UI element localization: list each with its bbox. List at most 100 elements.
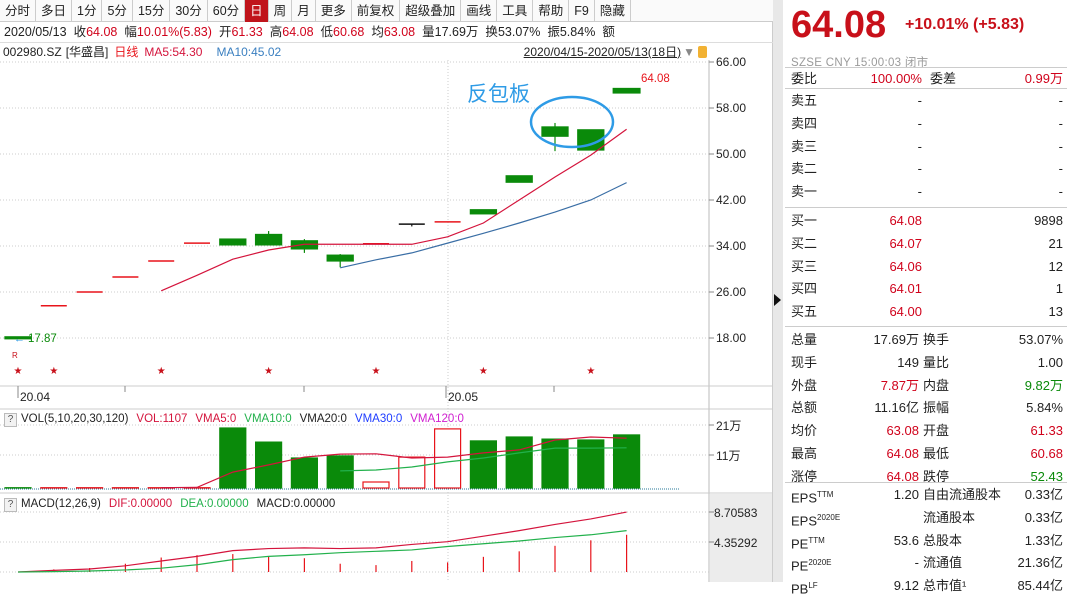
y-tick-label: 4.35292 xyxy=(714,536,758,550)
fund-label: 流通值 xyxy=(923,552,962,575)
fund-label: 总市值¹ xyxy=(923,575,966,598)
volume-bar xyxy=(506,437,532,488)
stat-value: 9.82万 xyxy=(1025,375,1063,398)
order-price: 64.00 xyxy=(889,301,922,324)
help-icon[interactable]: ? xyxy=(4,413,17,427)
candle-body xyxy=(220,239,246,245)
rights-marker-icon: R xyxy=(12,351,18,360)
fund-label-main: EPS xyxy=(791,513,817,528)
panel-splitter[interactable] xyxy=(773,0,783,582)
stat-value: 149 xyxy=(897,352,919,375)
event-star-icon: ★ xyxy=(372,366,381,377)
stat-value: 60.68 xyxy=(1030,443,1063,466)
stat-value: 5.84% xyxy=(1026,397,1063,420)
help-icon[interactable]: ? xyxy=(4,498,17,512)
level-label: 买五 xyxy=(791,301,817,324)
order-row: 卖四-- xyxy=(785,113,1067,136)
volume-bar xyxy=(435,429,461,488)
fund-value: 0.33亿 xyxy=(1025,484,1063,507)
event-star-icon: ★ xyxy=(479,366,488,377)
fund-value: 1.20 xyxy=(894,484,919,507)
volume-legend: ? VOL(5,10,20,30,120) VOL:1107 VMA5:0 VMA10:… xyxy=(4,411,464,427)
level-label: 买一 xyxy=(791,210,817,233)
order-price: 64.07 xyxy=(889,233,922,256)
sell-orders: 卖五--卖四--卖三--卖二--卖一-- xyxy=(785,88,1067,204)
order-price: 64.06 xyxy=(889,256,922,279)
level-label: 卖二 xyxy=(791,158,817,181)
fund-label: 总股本 xyxy=(923,530,962,553)
order-row: 卖五-- xyxy=(785,90,1067,113)
fund-value: 21.36亿 xyxy=(1017,552,1063,575)
stat-label: 总额 xyxy=(791,397,817,420)
order-price: - xyxy=(918,136,922,159)
collapse-arrow-icon[interactable] xyxy=(774,294,781,306)
order-price: 64.01 xyxy=(889,278,922,301)
legend-item: VOL:1107 xyxy=(136,413,187,425)
level-label: 买二 xyxy=(791,233,817,256)
event-star-icon: ★ xyxy=(264,366,273,377)
kline-chart[interactable]: 66.0058.0050.0042.0034.0026.0018.0020.04… xyxy=(0,0,773,582)
stat-value: 53.07% xyxy=(1019,329,1063,352)
stat-label: 总量 xyxy=(791,329,817,352)
low-price-label: 17.87 xyxy=(28,333,57,345)
order-volume: - xyxy=(1059,181,1063,204)
fund-label: PBLF xyxy=(791,575,818,601)
legend-item: VMA5:0 xyxy=(195,413,236,425)
fund-label-main: PE xyxy=(791,536,808,551)
fund-value: 1.33亿 xyxy=(1025,530,1063,553)
y-tick-label: 58.00 xyxy=(716,101,746,115)
high-price-label: 64.08 xyxy=(641,73,670,85)
order-volume: 13 xyxy=(1049,301,1063,324)
y-tick-label: 34.00 xyxy=(716,239,746,253)
volume-bar xyxy=(220,428,246,488)
fund-label-sup: LF xyxy=(808,581,817,590)
candle-body xyxy=(506,176,532,182)
order-volume: 1 xyxy=(1056,278,1063,301)
fund-value: 53.6 xyxy=(894,530,919,553)
y-tick-label: 8.70583 xyxy=(714,506,758,520)
price-change: +10.01% (+5.83) xyxy=(905,16,1024,34)
dif-line xyxy=(18,512,627,572)
order-price: - xyxy=(918,158,922,181)
order-row: 买五 64.00 13 xyxy=(785,301,1067,324)
fund-label: 自由流通股本 xyxy=(923,484,1001,507)
fund-label-sup: TTM xyxy=(808,536,824,545)
event-star-icon: ★ xyxy=(586,366,595,377)
level-label: 买三 xyxy=(791,256,817,279)
level-label: 买四 xyxy=(791,278,817,301)
legend-item: VMA20:0 xyxy=(300,413,347,425)
annotation-text: 反包板 xyxy=(467,78,530,108)
order-price: - xyxy=(918,113,922,136)
stat-value: 7.87万 xyxy=(881,375,919,398)
stat-value: 1.00 xyxy=(1038,352,1063,375)
volume-bar xyxy=(399,457,425,488)
indicator-title[interactable]: VOL(5,10,20,30,120) xyxy=(21,413,128,425)
stat-value: 11.16亿 xyxy=(874,397,919,420)
fund-value: 9.12 xyxy=(894,575,919,598)
level-label: 卖三 xyxy=(791,136,817,159)
y-tick-label: 26.00 xyxy=(716,285,746,299)
x-axis-label: 20.04 xyxy=(20,390,50,404)
indicator-title[interactable]: MACD(12,26,9) xyxy=(21,498,101,510)
legend-item: VMA10:0 xyxy=(244,413,291,425)
quote-panel: 64.08 +10.01% (+5.83) SZSE CNY 15:00:03 … xyxy=(783,0,1067,582)
order-volume: 21 xyxy=(1049,233,1063,256)
annotation-circle xyxy=(531,97,613,147)
volume-bar xyxy=(614,435,640,488)
stat-value: 17.69万 xyxy=(873,329,919,352)
event-star-icon: ★ xyxy=(49,366,58,377)
legend-item: VMA120:0 xyxy=(410,413,464,425)
order-volume: - xyxy=(1059,90,1063,113)
